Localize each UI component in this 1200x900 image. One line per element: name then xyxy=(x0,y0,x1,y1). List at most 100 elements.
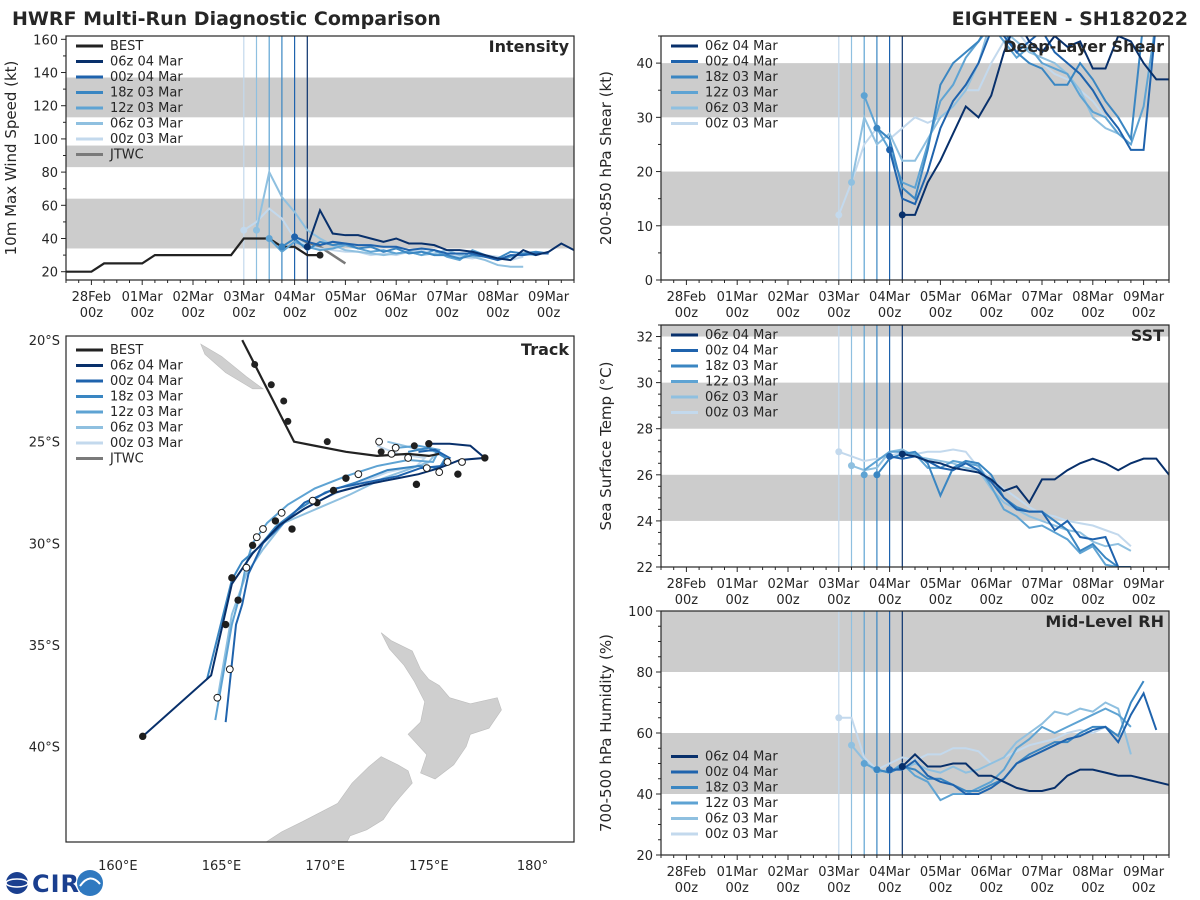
track-open-point xyxy=(225,665,234,674)
lon-tick-label: 175°E xyxy=(409,859,449,874)
logo-globe-icon xyxy=(6,872,28,894)
run-line-06z-03-Mar xyxy=(255,169,524,268)
x-tick-day: 02Mar xyxy=(172,290,214,305)
x-tick-hour: 00z xyxy=(929,593,953,608)
x-tick-hour: 00z xyxy=(675,306,699,321)
track-filled-point xyxy=(271,517,280,525)
lon-tick-label: 170°E xyxy=(305,859,345,874)
run-line-06z-04-Mar xyxy=(306,207,574,262)
legend-label: 00z 03 Mar xyxy=(705,117,778,132)
legend-label: 06z 03 Mar xyxy=(705,812,778,827)
x-tick-hour: 00z xyxy=(1132,593,1156,608)
legend-label: 00z 04 Mar xyxy=(705,55,778,70)
legend-label: 06z 03 Mar xyxy=(705,390,778,405)
y-tick-label: 24 xyxy=(636,515,653,530)
x-tick-day: 28Feb xyxy=(667,290,707,305)
jtwc-line xyxy=(294,237,347,265)
track-open-point xyxy=(422,464,431,472)
figure-title: HWRF Multi-Run Diagnostic Comparison xyxy=(12,8,441,30)
x-tick-day: 08Mar xyxy=(1072,290,1114,305)
y-tick-label: 32 xyxy=(636,331,653,346)
best-track-point xyxy=(284,417,292,425)
best-track-point xyxy=(251,360,259,368)
track-filled-point xyxy=(221,620,230,629)
x-tick-hour: 00z xyxy=(435,306,459,321)
legend-label: 12z 03 Mar xyxy=(705,86,778,101)
x-tick-hour: 00z xyxy=(827,306,851,321)
x-tick-hour: 00z xyxy=(675,593,699,608)
x-tick-hour: 00z xyxy=(80,306,104,321)
intensity-panel: 2040608010012014016028Feb00z01Mar00z02Ma… xyxy=(2,33,575,321)
init-marker xyxy=(291,233,299,241)
init-marker xyxy=(240,226,248,234)
track-filled-point xyxy=(228,574,236,582)
y-axis-label: 200-850 hPa Shear (kt) xyxy=(597,71,615,245)
x-tick-day: 01Mar xyxy=(717,865,759,880)
init-marker xyxy=(303,243,311,251)
plot-area xyxy=(661,611,1169,855)
init-marker xyxy=(278,243,286,251)
init-marker xyxy=(253,226,260,234)
x-tick-day: 04Mar xyxy=(869,290,911,305)
run-line-12z-03-Mar xyxy=(863,707,1132,802)
x-tick-day: 28Feb xyxy=(667,577,707,592)
init-marker xyxy=(860,471,868,479)
legend-label: 18z 03 Mar xyxy=(705,70,778,85)
x-tick-hour: 00z xyxy=(675,881,699,896)
x-tick-day: 01Mar xyxy=(122,290,164,305)
x-tick-hour: 00z xyxy=(181,306,205,321)
threshold-band xyxy=(661,474,1169,521)
legend-label: 12z 03 Mar xyxy=(705,375,778,390)
track-panel: 160°E 165°E 170°E 175°E 180° 20°S 25°S 30°S 35°S… xyxy=(29,334,575,874)
y-axis-label: 10m Max Wind Speed (kt) xyxy=(2,61,20,256)
x-tick-day: 01Mar xyxy=(717,577,759,592)
logo-swirl-stroke xyxy=(79,877,101,887)
init-marker xyxy=(265,235,273,243)
y-tick-label: 0 xyxy=(645,274,653,289)
lon-tick-label: 160°E xyxy=(98,859,138,874)
best-track-point xyxy=(267,381,275,389)
panel-title: Intensity xyxy=(489,37,570,56)
logo-swirl-icon xyxy=(77,870,103,896)
legend-label: 06z 04 Mar xyxy=(705,39,778,54)
track-open-point xyxy=(391,443,400,452)
legend-label: 06z 04 Mar xyxy=(705,328,778,343)
run-line-00z-04-Mar xyxy=(294,235,549,262)
storm-id: EIGHTEEN - SH182022 xyxy=(952,8,1188,30)
threshold-band xyxy=(66,198,574,249)
threshold-band xyxy=(661,63,1169,118)
x-tick-hour: 00z xyxy=(1081,593,1105,608)
y-tick-label: 10 xyxy=(636,220,653,235)
y-tick-label: 40 xyxy=(41,233,58,248)
rh-panel: 2040608010028Feb00z01Mar00z02Mar00z03Mar… xyxy=(597,605,1170,896)
run-line-00z-03-Mar xyxy=(838,716,1119,771)
x-tick-hour: 00z xyxy=(283,306,307,321)
x-tick-hour: 00z xyxy=(1081,306,1105,321)
x-tick-day: 02Mar xyxy=(767,577,809,592)
x-tick-hour: 00z xyxy=(1030,593,1054,608)
nz-north-island xyxy=(380,632,502,780)
x-tick-hour: 00z xyxy=(878,306,902,321)
best-marker xyxy=(316,251,324,259)
best-track-line xyxy=(66,237,320,273)
y-tick-label: 28 xyxy=(636,423,653,438)
run-line-12z-03-Mar xyxy=(863,36,1155,190)
run-line-06z-03-Mar xyxy=(850,36,1119,183)
x-tick-hour: 00z xyxy=(1132,881,1156,896)
x-tick-day: 05Mar xyxy=(920,577,962,592)
x-tick-day: 05Mar xyxy=(325,290,367,305)
threshold-band xyxy=(661,611,1169,672)
run-line-06z-04-Mar xyxy=(902,453,1169,505)
x-tick-day: 03Mar xyxy=(818,577,860,592)
legend-label: 18z 03 Mar xyxy=(705,781,778,796)
run-line-06z-04-Mar xyxy=(901,752,1169,792)
x-tick-day: 05Mar xyxy=(920,865,962,880)
best-track-point xyxy=(410,442,418,450)
x-tick-day: 04Mar xyxy=(869,865,911,880)
x-tick-hour: 00z xyxy=(385,306,409,321)
legend-label: 00z 03 Mar xyxy=(705,827,778,842)
x-tick-day: 07Mar xyxy=(426,290,468,305)
nz-south-island xyxy=(265,756,413,842)
x-tick-hour: 00z xyxy=(776,881,800,896)
init-marker xyxy=(898,211,906,219)
